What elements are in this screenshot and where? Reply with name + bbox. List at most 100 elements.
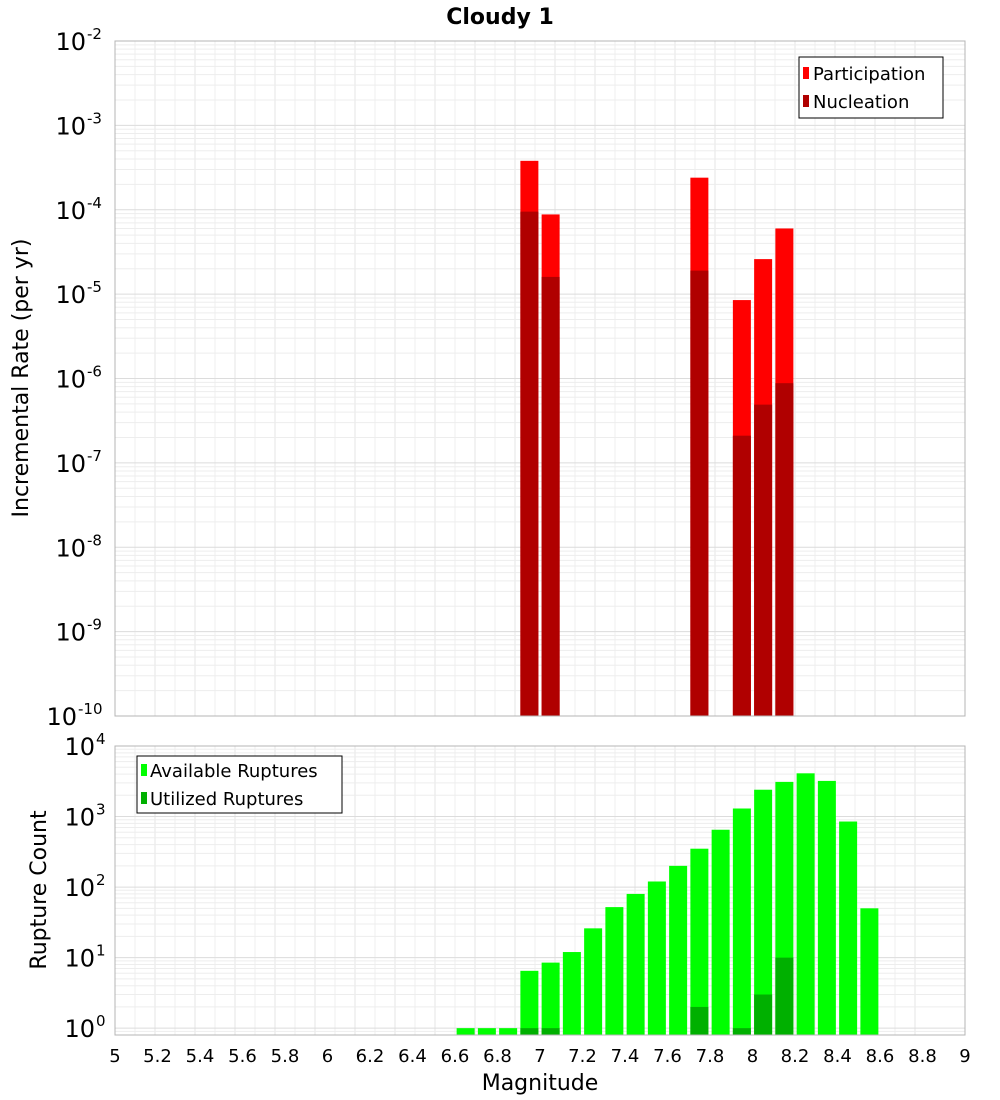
top-y-tick-base: 10 — [55, 366, 86, 394]
x-tick-label: 8.6 — [866, 1046, 895, 1067]
top-y-tick-base: 10 — [55, 619, 86, 647]
top-legend-box — [798, 56, 944, 119]
bottom-plot-border — [114, 745, 966, 1036]
bottom-y-tick-base: 10 — [64, 804, 95, 832]
bottom-series1-bar — [562, 952, 581, 1035]
x-tick-label: 7.6 — [653, 1046, 682, 1067]
bottom-series1-bar — [584, 928, 603, 1035]
x-tick-label: 8.2 — [781, 1046, 810, 1067]
top-y-tick-exponent: -6 — [87, 363, 102, 381]
bottom-series1-bar — [499, 1028, 518, 1035]
x-tick-label: 7.8 — [696, 1046, 725, 1067]
top-y-tick-base: 10 — [55, 450, 86, 478]
x-tick-label: 7 — [534, 1046, 545, 1067]
bottom-series1-bar — [520, 970, 539, 1035]
x-tick-label: 8 — [747, 1046, 758, 1067]
bottom-series1-bar — [626, 893, 645, 1035]
nucleation-legend-swatch — [803, 95, 809, 107]
bottom-y-tick-base: 10 — [64, 1015, 95, 1043]
bottom-legend-box — [136, 755, 343, 814]
top-legend: Participation Nucleation — [798, 56, 944, 119]
bottom-y-tick-exponent: 2 — [96, 871, 106, 889]
x-tick-label: 6.4 — [398, 1046, 427, 1067]
bottom-y-tick-exponent: 1 — [96, 942, 106, 960]
available-ruptures-legend-swatch — [141, 764, 147, 776]
x-tick-label: 6.6 — [441, 1046, 470, 1067]
top-series2-bar — [754, 404, 773, 716]
bottom-series2-bar — [775, 957, 794, 1035]
bottom-series1-bar — [690, 848, 709, 1035]
bottom-series2-bar — [754, 994, 773, 1035]
bottom-series1-bar — [711, 829, 730, 1035]
x-tick-label: 7.4 — [611, 1046, 640, 1067]
top-gridlines — [114, 40, 965, 717]
top-y-axis-label: Incremental Rate (per yr) — [9, 239, 34, 518]
bottom-series1-bar — [860, 908, 879, 1035]
bottom-y-tick-exponent: 0 — [96, 1012, 106, 1030]
top-y-tick-base: 10 — [55, 534, 86, 562]
chart-title: Cloudy 1 — [446, 5, 554, 30]
bottom-series1-bar — [647, 881, 666, 1035]
bottom-y-tick-base: 10 — [64, 733, 95, 761]
x-tick-labels: 5 5.2 5.4 5.6 5.8 6 6.2 6.4 6.6 6.8 7 7.2 7.4 7.6 7.8 8… — [109, 1046, 970, 1067]
top-y-tick-exponent: -5 — [87, 278, 102, 296]
top-y-tick-base: 10 — [46, 703, 77, 731]
x-tick-label: 5.4 — [186, 1046, 215, 1067]
bottom-series2-bar — [520, 1028, 539, 1035]
bottom-series2-bar — [690, 1006, 709, 1035]
top-y-tick-exponent: -10 — [78, 700, 103, 718]
bottom-series1-bar — [754, 789, 773, 1035]
bottom-series2-bar — [732, 1028, 751, 1035]
top-y-tick-base: 10 — [55, 197, 86, 225]
bottom-legend: Available Ruptures Utilized Ruptures — [136, 755, 343, 814]
top-series2-bar — [775, 383, 794, 716]
top-series2-bar — [520, 211, 539, 716]
top-y-tick-base: 10 — [55, 112, 86, 140]
x-axis-label: Magnitude — [482, 1071, 599, 1096]
x-tick-label: 6.8 — [483, 1046, 512, 1067]
x-tick-label: 5.2 — [143, 1046, 172, 1067]
available-ruptures-legend-label: Available Ruptures — [150, 761, 318, 782]
x-tick-label: 9 — [959, 1046, 970, 1067]
x-tick-label: 5.6 — [228, 1046, 257, 1067]
top-y-tick-base: 10 — [55, 28, 86, 56]
top-y-tick-exponent: -2 — [87, 25, 102, 43]
top-y-tick-exponent: -3 — [87, 109, 102, 127]
top-y-tick-exponent: -7 — [87, 447, 102, 465]
top-y-tick-exponent: -8 — [87, 531, 102, 549]
bottom-series1-bar — [796, 773, 815, 1035]
x-tick-label: 5 — [109, 1046, 120, 1067]
x-tick-label: 7.2 — [568, 1046, 597, 1067]
bottom-y-axis-label: Rupture Count — [27, 810, 52, 970]
bottom-series1-bar — [456, 1028, 475, 1035]
top-plot-border — [114, 40, 966, 717]
bottom-series1-bar — [839, 821, 858, 1035]
x-tick-label: 6 — [322, 1046, 333, 1067]
bottom-series1-bar — [541, 962, 560, 1035]
top-y-tick-base: 10 — [55, 281, 86, 309]
top-y-tick-exponent: -4 — [87, 194, 102, 212]
top-series2-bar — [690, 270, 709, 716]
bottom-series2-bar — [541, 1028, 560, 1035]
bottom-y-tick-exponent: 4 — [96, 730, 106, 748]
top-series2-bar — [732, 435, 751, 716]
x-tick-label: 6.2 — [356, 1046, 385, 1067]
x-tick-label: 5.8 — [271, 1046, 300, 1067]
nucleation-legend-label: Nucleation — [813, 92, 909, 113]
top-series2-bar — [541, 276, 560, 716]
bottom-y-tick-base: 10 — [64, 874, 95, 902]
bottom-series1-bar — [669, 865, 688, 1035]
x-tick-label: 8.4 — [823, 1046, 852, 1067]
bottom-series1-bar — [732, 808, 751, 1035]
bottom-series1-bar — [477, 1028, 496, 1035]
x-tick-label: 8.8 — [908, 1046, 937, 1067]
top-y-tick-exponent: -9 — [87, 616, 102, 634]
bottom-series1-bar — [817, 780, 836, 1035]
utilized-ruptures-legend-swatch — [141, 792, 147, 804]
bottom-series1-bar — [605, 907, 624, 1035]
